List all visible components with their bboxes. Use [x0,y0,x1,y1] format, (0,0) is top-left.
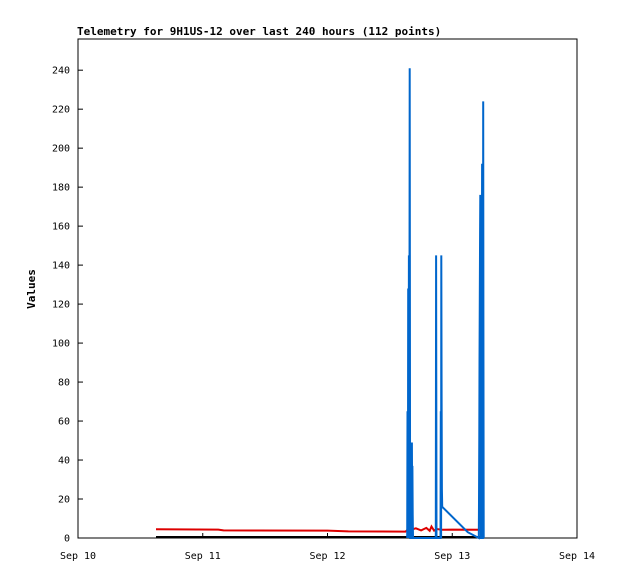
y-tick-label: 240 [52,66,70,77]
y-tick-label: 160 [52,222,70,233]
y-tick-label: 200 [52,144,70,155]
series-line-0 [406,68,485,540]
y-axis-title: Values [25,269,38,309]
y-tick-label: 120 [52,300,70,311]
y-tick-label: 180 [52,183,70,194]
series-line-1 [155,524,484,533]
series-layer [155,68,485,540]
y-tick-label: 80 [58,378,70,389]
x-tick-label: Sep 12 [309,551,345,562]
x-tick-label: Sep 11 [185,551,221,562]
x-axis: Sep 10 Sep 11 Sep 12 Sep 13 Sep 14 [60,533,595,562]
y-tick-label: 140 [52,261,70,272]
y-tick-label: 100 [52,339,70,350]
y-tick-label: 40 [58,456,70,467]
y-tick-label: 20 [58,495,70,506]
x-tick-label: Sep 13 [434,551,470,562]
x-tick-label: Sep 14 [559,551,595,562]
plot-frame [77,38,578,539]
y-axis: 0 20 40 60 80 100 120 140 160 180 200 220 240 [52,66,83,545]
y-tick-label: 220 [52,105,70,116]
y-tick-label: 60 [58,417,70,428]
y-tick-label: 0 [64,534,70,545]
chart-title: Telemetry for 9H1US-12 over last 240 hou… [77,25,441,38]
x-tick-label: Sep 10 [60,551,96,562]
